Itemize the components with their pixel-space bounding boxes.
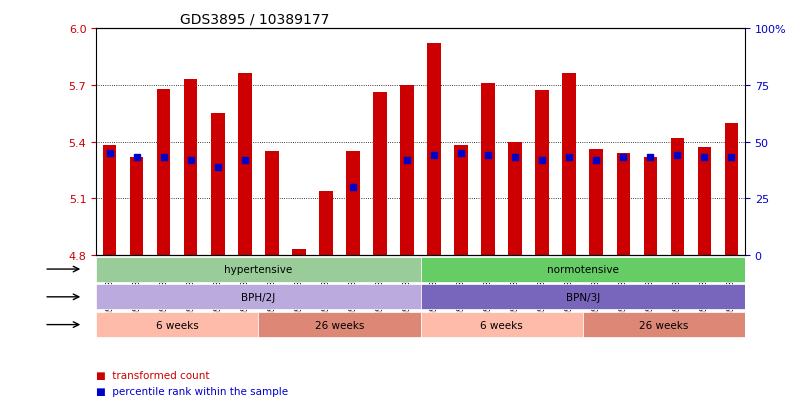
Bar	[319, 191, 332, 256]
FancyBboxPatch shape	[421, 285, 745, 310]
FancyBboxPatch shape	[96, 285, 421, 310]
Bar	[400, 85, 414, 256]
Bar	[373, 93, 387, 256]
Text: ■  percentile rank within the sample: ■ percentile rank within the sample	[96, 387, 288, 396]
FancyBboxPatch shape	[96, 312, 258, 337]
Bar	[157, 89, 171, 256]
Bar	[643, 157, 657, 256]
Bar	[670, 138, 684, 256]
Bar	[292, 250, 306, 256]
Text: 26 weeks: 26 weeks	[315, 320, 364, 330]
Text: normotensive: normotensive	[547, 264, 618, 274]
Bar	[509, 142, 522, 256]
Bar	[265, 152, 279, 256]
FancyBboxPatch shape	[96, 257, 421, 282]
FancyBboxPatch shape	[421, 312, 583, 337]
Bar	[481, 84, 495, 256]
Text: hypertensive: hypertensive	[224, 264, 292, 274]
Text: 6 weeks: 6 weeks	[156, 320, 199, 330]
Bar	[130, 157, 143, 256]
FancyBboxPatch shape	[258, 312, 421, 337]
Text: ■  transformed count: ■ transformed count	[96, 370, 210, 380]
Bar	[238, 74, 252, 256]
Bar	[617, 154, 630, 256]
Text: GDS3895 / 10389177: GDS3895 / 10389177	[180, 12, 330, 26]
Bar	[698, 148, 711, 256]
FancyBboxPatch shape	[421, 257, 745, 282]
Bar	[590, 150, 603, 256]
Bar	[211, 114, 224, 256]
Bar	[454, 146, 468, 256]
Bar	[184, 80, 198, 256]
Text: BPH/2J: BPH/2J	[241, 292, 276, 302]
Text: BPN/3J: BPN/3J	[566, 292, 600, 302]
Bar	[346, 152, 360, 256]
FancyBboxPatch shape	[583, 312, 745, 337]
Bar	[103, 146, 116, 256]
Text: 26 weeks: 26 weeks	[639, 320, 689, 330]
Bar	[562, 74, 576, 256]
Bar	[535, 91, 549, 256]
Bar	[427, 44, 441, 256]
Text: 6 weeks: 6 weeks	[481, 320, 523, 330]
Bar	[725, 123, 739, 256]
